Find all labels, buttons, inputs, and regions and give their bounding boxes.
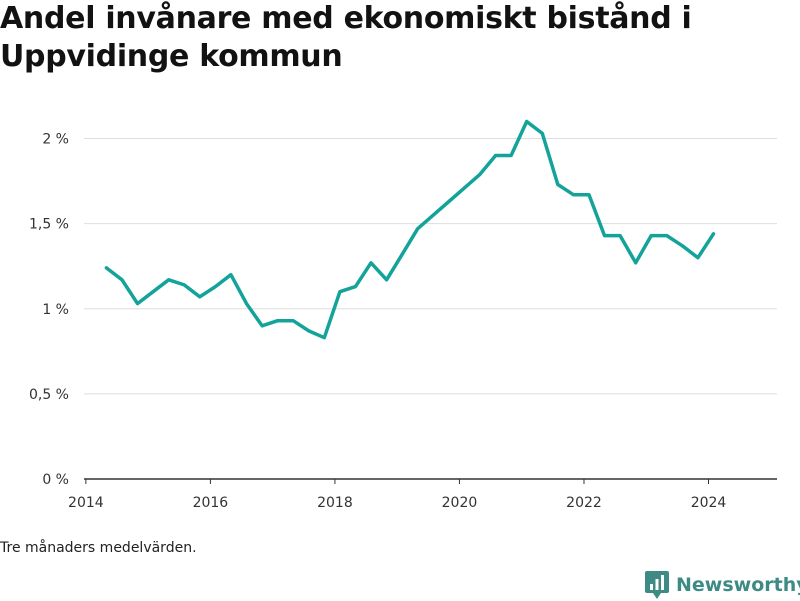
- footnote: Tre månaders medelvärden.: [0, 540, 197, 556]
- y-tick-label: 0 %: [42, 472, 69, 488]
- brand-name: Newsworthy: [676, 574, 800, 596]
- y-tick-label: 1 %: [42, 302, 69, 318]
- series-layer: [104, 119, 716, 340]
- x-axis: 2014 2016 2018 2020 2022 2024: [68, 478, 777, 511]
- x-tick-label: 2020: [442, 495, 478, 511]
- brand-logo: Newsworthy: [644, 569, 800, 601]
- series-line: [104, 119, 716, 340]
- y-tick-label: 0,5 %: [29, 387, 69, 403]
- line-chart: 0 % 0,5 % 1 % 1,5 % 2 % 2014 2016 2018 2020 2022…: [29, 119, 777, 511]
- x-tick-label: 2014: [68, 495, 104, 511]
- y-tick-label: 1,5 %: [29, 217, 69, 233]
- gridlines: [84, 138, 777, 395]
- chart-title: Andel invånare med ekonomiskt bistånd i …: [0, 1, 692, 74]
- newsworthy-logo-icon: [645, 571, 669, 599]
- y-tick-label: 2 %: [42, 132, 69, 148]
- x-tick-label: 2024: [691, 495, 727, 511]
- x-tick-label: 2022: [566, 495, 602, 511]
- x-tick-label: 2018: [317, 495, 353, 511]
- y-axis: 0 % 0,5 % 1 % 1,5 % 2 %: [29, 132, 69, 488]
- x-tick-label: 2016: [193, 495, 229, 511]
